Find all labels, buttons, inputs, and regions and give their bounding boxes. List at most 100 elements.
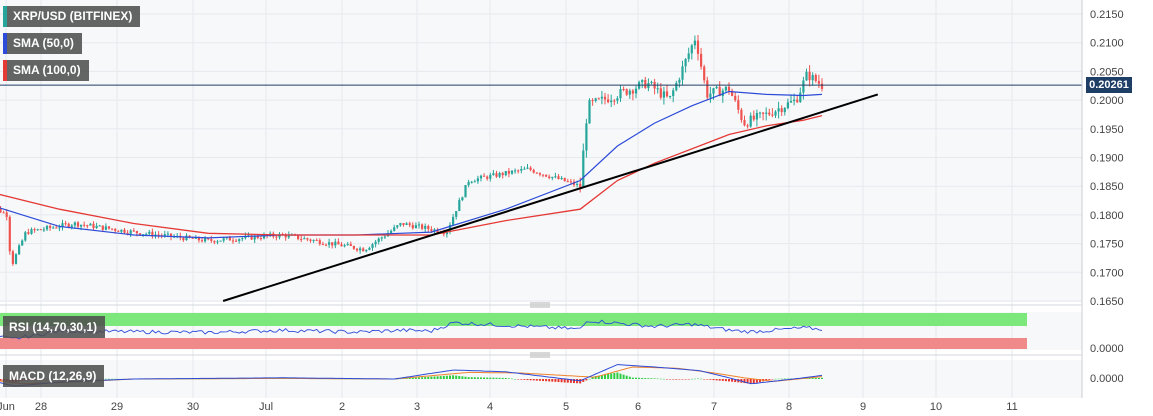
macd-histogram-bar <box>427 376 430 379</box>
rsi-oversold-band <box>0 338 1027 349</box>
candle-body <box>430 229 433 231</box>
candle-body <box>76 222 80 227</box>
candle-body <box>421 224 424 229</box>
candle-body <box>39 229 42 231</box>
candle-body <box>231 240 235 242</box>
candle-body <box>777 108 780 112</box>
macd-panel[interactable] <box>0 364 823 387</box>
candle-body <box>461 197 464 201</box>
macd-histogram-bar <box>703 379 706 380</box>
price-panel[interactable] <box>0 34 1082 302</box>
candle-body <box>219 240 222 242</box>
candle-body <box>545 174 548 177</box>
candle-body <box>424 225 427 229</box>
macd-label[interactable]: MACD (12,26,9) <box>3 365 105 387</box>
candle-body <box>467 181 470 186</box>
candle-body <box>613 100 616 102</box>
macd-histogram-bar <box>501 377 504 379</box>
candle-body <box>780 108 783 113</box>
macd-histogram-bar <box>817 377 820 379</box>
macd-histogram-bar <box>108 378 110 380</box>
x-tick-label: 6 <box>635 401 641 413</box>
candle-body <box>349 244 352 247</box>
sma50-label[interactable]: SMA (50,0) <box>3 33 82 54</box>
axes: Jun 28 29 30 Jul 2 3 4 5 6 7 8 9 10 11 0.2150 0.2100 0.20… <box>0 0 1124 413</box>
macd-histogram-bar <box>786 378 789 380</box>
sma100-label[interactable]: SMA (100,0) <box>3 60 89 81</box>
candle-body <box>405 223 408 225</box>
macd-histogram-bar <box>489 377 492 379</box>
macd-histogram-bar <box>560 379 563 383</box>
macd-histogram-bar <box>483 377 486 379</box>
x-tick-label: 11 <box>1006 401 1017 413</box>
candle-body <box>687 53 690 60</box>
candle-body <box>191 237 194 239</box>
candle-body <box>517 170 520 172</box>
candle-body <box>393 227 396 231</box>
candle-body <box>371 244 374 248</box>
candle-body <box>21 240 24 246</box>
candle-body <box>42 229 45 231</box>
x-tick-label: 7 <box>711 401 717 413</box>
macd-histogram-bar <box>669 379 672 380</box>
candle-body <box>765 112 768 114</box>
y-tick-label: 0.2050 <box>1090 66 1124 78</box>
candle-body <box>452 216 455 225</box>
macd-histogram-bar <box>783 378 786 380</box>
macd-histogram-bar <box>467 377 470 379</box>
candle-body <box>315 240 318 242</box>
candle-body <box>262 234 266 239</box>
candle-body <box>383 236 386 238</box>
candle-body <box>197 236 200 241</box>
candle-body <box>659 88 662 98</box>
macd-histogram-bar <box>715 379 718 381</box>
candle-body <box>30 229 33 234</box>
macd-histogram-bar <box>104 378 107 380</box>
candle-body <box>98 225 101 227</box>
macd-histogram-bar <box>111 378 114 380</box>
x-tick-label: 3 <box>414 401 420 413</box>
candle-body <box>504 170 507 176</box>
candle-body <box>241 238 244 240</box>
candle-body <box>207 238 210 240</box>
rsi-overbought-band <box>0 313 1027 326</box>
candle-body <box>700 53 703 67</box>
candle-body <box>625 89 628 95</box>
candle-body <box>135 230 138 234</box>
candle-body <box>706 80 709 98</box>
macd-histogram-bar <box>780 378 783 380</box>
candle-body <box>560 177 563 180</box>
candle-body <box>343 245 346 247</box>
macd-histogram-bar <box>529 379 532 381</box>
candle-body <box>628 90 631 95</box>
candle-body <box>458 200 461 212</box>
candle-body <box>718 86 721 97</box>
candle-body <box>771 114 774 116</box>
candle-body <box>786 102 789 109</box>
candle-body <box>24 232 27 241</box>
macd-histogram-bar <box>511 378 513 380</box>
candle-body <box>724 86 727 91</box>
candle-body <box>541 174 545 176</box>
candle-body <box>616 98 619 101</box>
candle-body <box>204 238 207 242</box>
macd-histogram-bar <box>442 375 445 379</box>
candle-body <box>123 229 126 233</box>
macd-histogram-bar <box>405 378 408 379</box>
rsi-label[interactable]: RSI (14,70,30,1) <box>3 316 106 338</box>
candle-body <box>5 212 8 217</box>
macd-histogram-bar <box>768 379 771 380</box>
x-tick-label: 10 <box>930 401 942 413</box>
x-tick-label: 9 <box>860 401 866 413</box>
macd-histogram-bar <box>495 377 498 379</box>
candle-body <box>631 90 634 94</box>
candle-body <box>18 245 21 255</box>
candle-body <box>368 247 371 250</box>
macd-histogram-bar <box>517 379 520 380</box>
trendline <box>222 93 879 302</box>
candle-body <box>650 81 653 84</box>
candle-body <box>820 83 824 89</box>
symbol-label[interactable]: XRP/USD (BITFINEX) <box>3 6 141 27</box>
rsi-panel[interactable] <box>0 313 1027 349</box>
